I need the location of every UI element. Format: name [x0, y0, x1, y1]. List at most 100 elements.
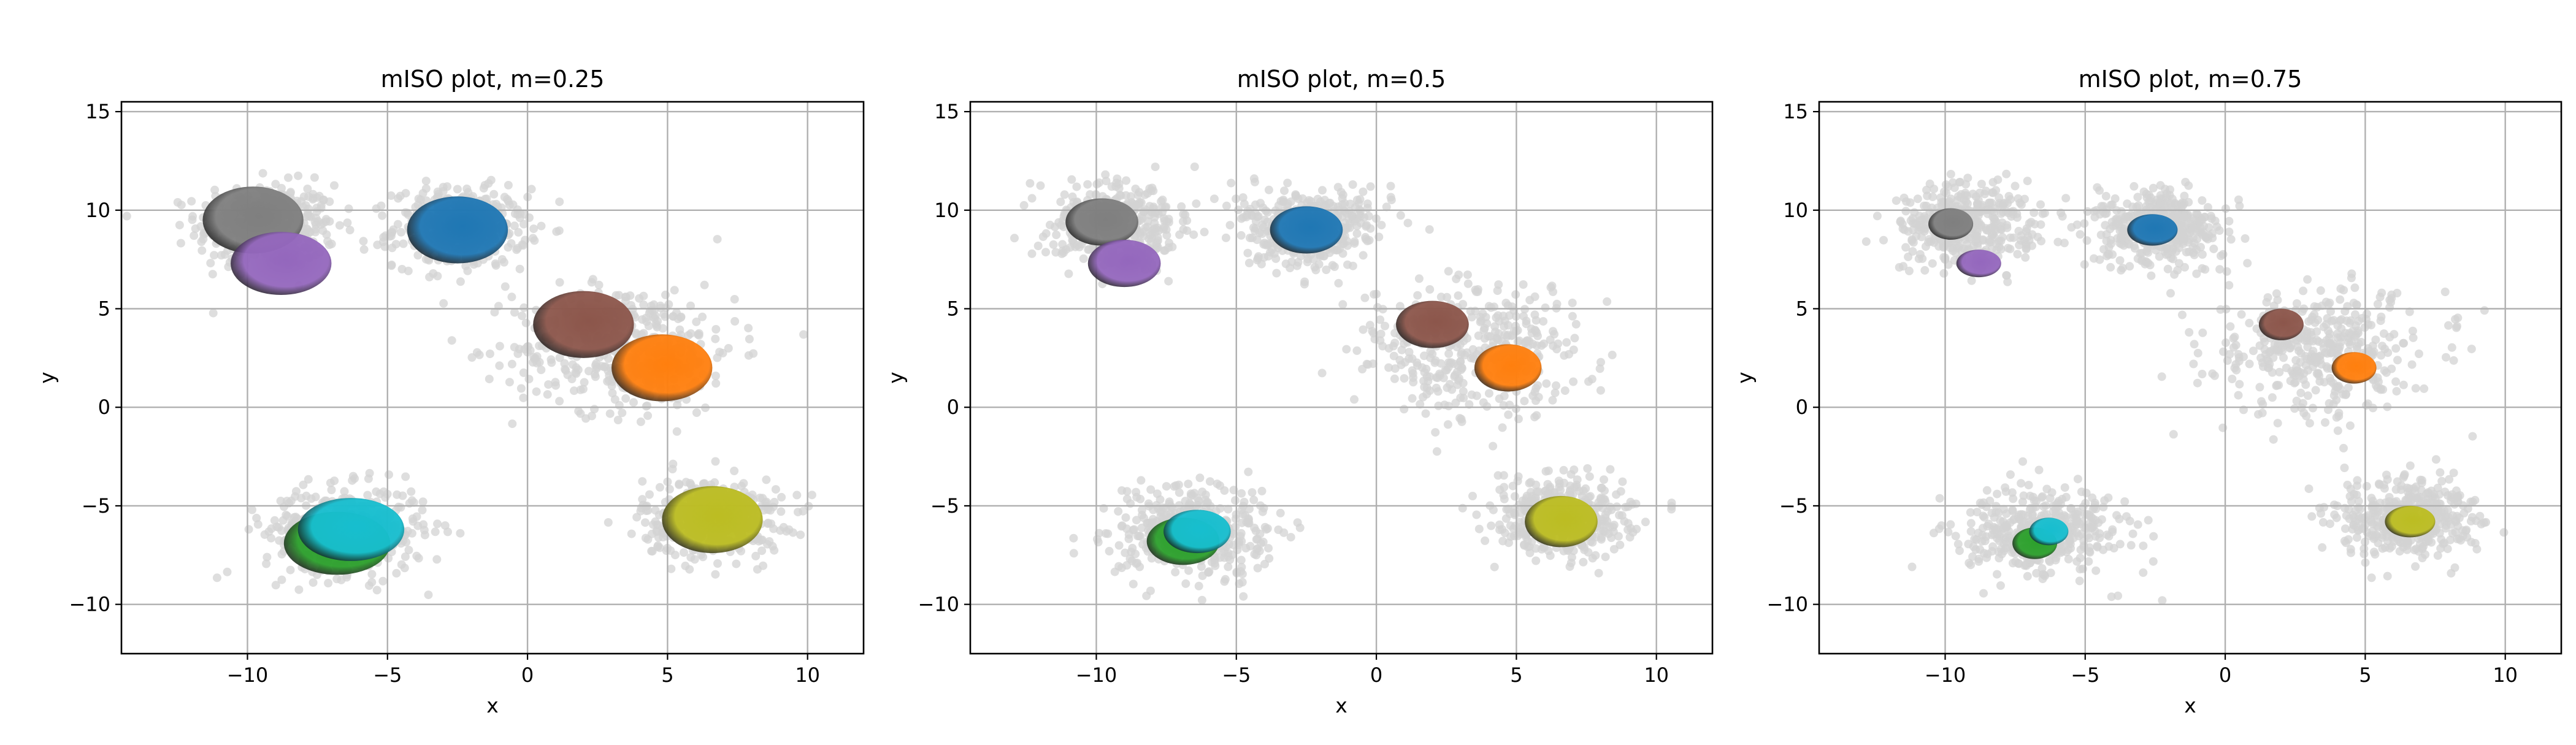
scatter-point — [1359, 251, 1368, 260]
scatter-point — [642, 506, 651, 515]
y-axis-label: y — [884, 372, 908, 384]
iso-region — [533, 291, 634, 358]
scatter-point — [1322, 266, 1331, 274]
scatter-point — [1243, 248, 1252, 258]
scatter-point — [1245, 505, 1254, 513]
scatter-point — [1165, 239, 1174, 248]
scatter-point — [1236, 231, 1246, 240]
scatter-point — [1482, 402, 1492, 411]
scatter-point — [2003, 277, 2012, 286]
scatter-point — [1555, 479, 1564, 488]
scatter-point — [1941, 180, 1950, 189]
scatter-point — [1472, 510, 1481, 519]
scatter-point — [1201, 491, 1210, 499]
scatter-point — [659, 310, 669, 319]
scatter-point — [776, 526, 785, 535]
scatter-point — [1609, 544, 1619, 554]
scatter-point — [421, 177, 431, 186]
scatter-point — [2117, 266, 2126, 275]
scatter-point — [516, 384, 526, 393]
scatter-point — [248, 505, 256, 514]
scatter-point — [1147, 554, 1156, 563]
scatter-point — [1348, 180, 1357, 189]
scatter-point — [1493, 335, 1503, 345]
scatter-point — [472, 348, 481, 357]
scatter-point — [1362, 221, 1371, 230]
scatter-point — [1056, 197, 1065, 207]
scatter-point — [555, 397, 564, 406]
scatter-point — [302, 491, 311, 500]
scatter-point — [1072, 182, 1081, 191]
scatter-point — [1520, 528, 1529, 537]
scatter-point — [191, 224, 200, 233]
scatter-point — [1231, 496, 1240, 505]
scatter-point — [1501, 514, 1511, 523]
scatter-point — [552, 227, 561, 236]
scatter-point — [1209, 194, 1219, 204]
scatter-point — [2009, 207, 2018, 216]
scatter-point — [1117, 521, 1127, 530]
scatter-point — [1904, 266, 1914, 275]
iso-region — [231, 232, 332, 296]
scatter-point — [304, 475, 313, 484]
scatter-point — [1138, 510, 1147, 519]
scatter-point — [1508, 331, 1517, 340]
scatter-point — [1263, 251, 1273, 261]
scatter-point — [1347, 212, 1357, 221]
scatter-point — [508, 419, 517, 429]
scatter-point — [1325, 199, 1335, 207]
scatter-point — [711, 379, 721, 388]
scatter-point — [1525, 479, 1534, 488]
scatter-point — [1499, 401, 1508, 410]
scatter-point — [1547, 281, 1557, 291]
scatter-point — [2133, 193, 2142, 202]
scatter-point — [1454, 270, 1463, 280]
scatter-point — [1494, 280, 1503, 289]
scatter-point — [2038, 209, 2047, 218]
scatter-point — [1365, 235, 1374, 245]
iso-region — [611, 334, 713, 402]
scatter-point — [1484, 389, 1493, 398]
scatter-point — [177, 201, 186, 210]
scatter-point — [1522, 319, 1531, 329]
scatter-point — [217, 251, 226, 260]
scatter-point — [327, 239, 336, 248]
scatter-point — [404, 266, 413, 275]
scatter-point — [1249, 223, 1258, 232]
scatter-point — [1603, 507, 1612, 516]
scatter-point — [1408, 394, 1417, 403]
scatter-point — [1249, 174, 1259, 183]
scatter-point — [1318, 186, 1327, 195]
scatter-point — [291, 513, 301, 522]
scatter-point — [1287, 258, 1297, 266]
scatter-point — [1520, 397, 1529, 406]
scatter-point — [1060, 190, 1069, 199]
scatter-point — [1525, 548, 1535, 557]
scatter-point — [1197, 562, 1206, 571]
scatter-point — [1960, 200, 1969, 209]
scatter-point — [286, 188, 295, 197]
scatter-point — [1481, 536, 1490, 545]
scatter-point — [1432, 383, 1441, 392]
scatter-point — [1238, 570, 1247, 579]
scatter-point — [1534, 487, 1543, 496]
scatter-point — [1606, 465, 1615, 474]
scatter-point — [604, 376, 613, 385]
scatter-point — [1596, 495, 1605, 504]
scatter-point — [1954, 243, 1963, 252]
scatter-point — [463, 266, 472, 275]
scatter-point — [2076, 230, 2085, 239]
scatter-point — [1184, 566, 1193, 575]
scatter-point — [1263, 524, 1272, 533]
scatter-point — [1259, 537, 1268, 546]
scatter-point — [393, 490, 402, 499]
scatter-point — [1083, 180, 1092, 189]
scatter-point — [1350, 237, 1359, 246]
scatter-point — [1129, 579, 1138, 589]
scatter-point — [1231, 522, 1240, 532]
scatter-point — [1455, 414, 1465, 423]
scatter-point — [1114, 541, 1124, 550]
scatter-point — [1259, 223, 1268, 232]
scatter-point — [744, 324, 753, 333]
scatter-point — [1921, 214, 1930, 223]
